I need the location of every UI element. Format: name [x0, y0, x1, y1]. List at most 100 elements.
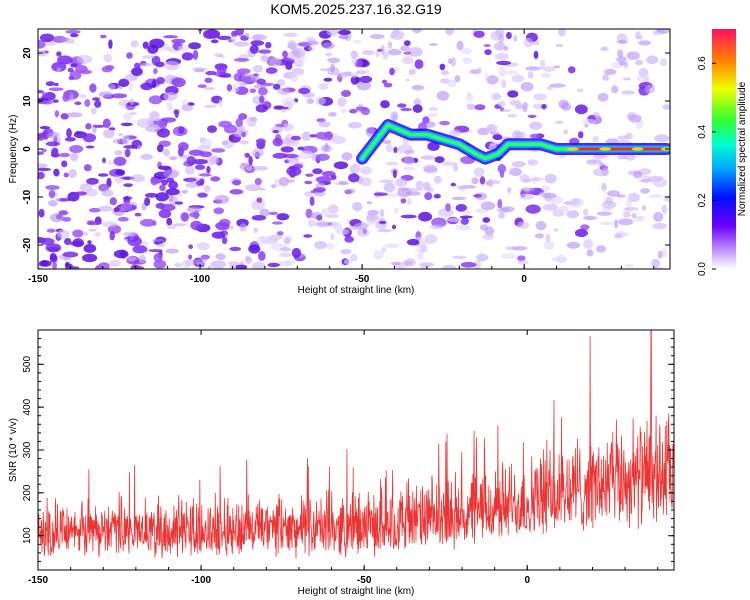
spectrogram-noise-blob	[397, 187, 412, 198]
spectrogram-noise-blob	[126, 52, 133, 59]
spectrogram-noise-blob	[148, 116, 162, 122]
spectrogram-y-tick-label: -20	[22, 237, 33, 252]
spectrogram-noise-blob	[259, 95, 265, 104]
spectrogram-noise-blob	[326, 29, 339, 36]
spectrogram-noise-blob	[194, 69, 205, 73]
spectrogram-noise-blob	[79, 69, 93, 75]
colorbar-tick-label: 0.4	[697, 124, 708, 138]
spectrogram-noise-blob	[249, 116, 258, 122]
snr-series-line	[38, 330, 674, 559]
spectrogram-noise-blob	[249, 44, 259, 54]
spectrogram-noise-blob	[527, 114, 537, 118]
spectrogram-noise-blob	[520, 81, 534, 92]
spectrogram-noise-blob	[68, 75, 75, 81]
spectrogram-noise-blob	[156, 144, 164, 153]
spectrogram-noise-blob	[395, 178, 408, 187]
spectrogram-noise-blob	[268, 211, 279, 215]
spectrogram-noise-blob	[52, 261, 57, 269]
spectrogram-noise-blob	[67, 67, 74, 73]
spectrogram-noise-blob	[185, 182, 200, 188]
spectrogram-noise-blob	[287, 40, 297, 50]
spectrogram-noise-blob	[140, 62, 152, 67]
spectrogram-noise-blob	[563, 129, 568, 135]
spectrogram-noise-blob	[188, 244, 194, 249]
spectrogram-noise-blob	[392, 29, 400, 36]
spectrogram-noise-blob	[556, 254, 567, 264]
spectrogram-noise-blob	[235, 264, 248, 269]
spectrogram-noise-blob	[412, 104, 423, 113]
spectrogram-x-label: Height of straight line (km)	[298, 285, 415, 296]
spectrogram-noise-blob	[88, 221, 102, 225]
spectrogram-noise-blob	[158, 209, 172, 219]
spectrogram-noise-blob	[574, 104, 588, 115]
spectrogram-noise-blob	[476, 253, 489, 262]
spectrogram-noise-blob	[315, 131, 328, 140]
spectrogram-noise-blob	[359, 177, 372, 187]
spectrogram-noise-blob	[118, 132, 123, 137]
spectrogram-noise-blob	[57, 229, 70, 239]
spectrogram-noise-blob	[402, 56, 414, 65]
spectrogram-noise-blob	[467, 91, 472, 97]
spectrogram-noise-blob	[429, 43, 438, 46]
spectrogram-noise-blob	[400, 214, 417, 219]
spectrogram-noise-blob	[513, 34, 518, 43]
spectrogram-noise-blob	[473, 260, 482, 269]
spectrogram-noise-blob	[493, 42, 506, 51]
spectrogram-noise-blob	[359, 75, 373, 83]
spectrogram-y-tick-label: 10	[22, 95, 33, 107]
spectrogram-noise-blob	[494, 52, 509, 60]
spectrogram-noise-blob	[313, 190, 326, 197]
spectrogram-noise-blob	[392, 169, 397, 179]
spectrogram-noise-blob	[391, 224, 397, 230]
spectrogram-noise-blob	[123, 183, 133, 188]
spectrogram-noise-blob	[582, 118, 596, 125]
spectrogram-noise-blob	[492, 134, 503, 141]
spectrogram-noise-blob	[330, 136, 346, 144]
spectrogram-noise-blob	[148, 95, 163, 105]
spectrogram-noise-blob	[65, 30, 81, 34]
spectrogram-noise-blob	[213, 207, 225, 214]
spectrogram-noise-blob	[252, 34, 263, 41]
spectrogram-noise-blob	[252, 148, 264, 158]
spectrogram-noise-blob	[403, 156, 415, 165]
spectrogram-y-tick-label: 20	[22, 47, 33, 59]
spectrogram-noise-blob	[203, 104, 217, 109]
spectrogram-noise-blob	[231, 35, 238, 44]
spectrogram-noise-blob	[256, 78, 266, 85]
spectrogram-noise-blob	[184, 259, 194, 267]
spectrogram-noise-blob	[498, 212, 505, 219]
snr-y-tick-label: 100	[22, 527, 33, 544]
spectrogram-noise-blob	[452, 162, 459, 172]
spectrogram-noise-blob	[315, 96, 326, 105]
spectrogram-noise-blob	[597, 92, 609, 102]
spectrogram-noise-blob	[260, 55, 269, 62]
spectrogram-noise-blob	[97, 173, 109, 177]
spectrogram-noise-blob	[84, 99, 91, 107]
spectrogram-noise-blob	[118, 78, 130, 88]
spectrogram-noise-blob	[253, 227, 258, 234]
spectrogram-noise-blob	[101, 189, 114, 197]
spectrogram-noise-blob	[124, 148, 131, 158]
spectrogram-noise-blob	[659, 58, 667, 67]
spectrogram-noise-blob	[496, 60, 512, 66]
spectrogram-noise-blob	[38, 90, 44, 94]
snr-y-label: SNR (10 * v/v)	[8, 418, 19, 482]
spectrogram-noise-blob	[384, 243, 400, 249]
spectrogram-noise-blob	[165, 188, 180, 196]
spectrogram-noise-blob	[350, 75, 359, 85]
spectrogram-noise-blob	[205, 156, 217, 166]
colorbar-tick-label: 0.6	[697, 56, 708, 70]
spectrogram-noise-blob	[344, 188, 356, 194]
colorbar-tick-label: 0.0	[697, 262, 708, 276]
spectrogram-noise-blob	[385, 192, 401, 197]
spectrogram-noise-blob	[316, 118, 326, 123]
spectrogram-noise-blob	[383, 182, 396, 193]
spectrogram-noise-blob	[635, 215, 646, 220]
snr-x-tick-label: -150	[28, 575, 48, 586]
spectrogram-noise-blob	[85, 145, 95, 149]
spectrogram-noise-blob	[101, 221, 118, 228]
spectrogram-noise-blob	[56, 51, 62, 57]
spectrogram-noise-blob	[525, 204, 541, 214]
spectrogram-noise-blob	[239, 223, 247, 232]
spectrogram-noise-blob	[455, 224, 471, 231]
